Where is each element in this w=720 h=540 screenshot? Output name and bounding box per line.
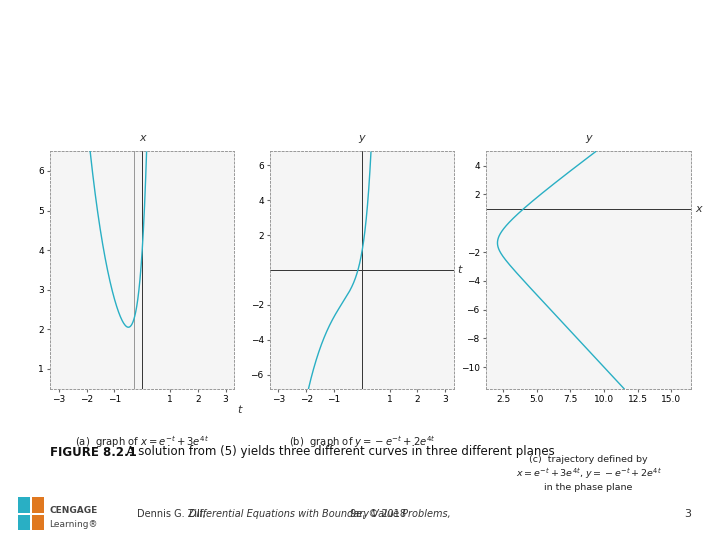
Text: Learning®: Learning® bbox=[50, 520, 98, 529]
Text: Dennis G. Zill,: Dennis G. Zill, bbox=[137, 509, 209, 519]
Text: 3: 3 bbox=[684, 509, 691, 519]
Text: x: x bbox=[139, 133, 145, 143]
Text: (a)  graph of $x = e^{-t} + 3e^{4t}$: (a) graph of $x = e^{-t} + 3e^{4t}$ bbox=[75, 434, 210, 450]
Text: y: y bbox=[359, 133, 365, 143]
Text: 9e, © 2018: 9e, © 2018 bbox=[347, 509, 406, 519]
Text: CENGAGE: CENGAGE bbox=[50, 507, 98, 515]
Text: A solution from (5) yields three different curves in three different planes: A solution from (5) yields three differe… bbox=[119, 446, 554, 458]
Text: t: t bbox=[238, 406, 242, 415]
Text: (c)  trajectory defined by
$x = e^{-t} + 3e^{4t}$, $y = -e^{-t} + 2e^{4t}$
in th: (c) trajectory defined by $x = e^{-t} + … bbox=[516, 455, 662, 491]
Text: x: x bbox=[696, 204, 702, 214]
Text: y: y bbox=[585, 133, 592, 143]
Text: (b)  graph of $y = -e^{-t} + 2e^{4t}$: (b) graph of $y = -e^{-t} + 2e^{4t}$ bbox=[289, 434, 435, 450]
Text: t: t bbox=[457, 265, 462, 275]
Text: FIGURE 8.2.1: FIGURE 8.2.1 bbox=[50, 446, 137, 458]
Text: Differential Equations with Boundary Value Problems,: Differential Equations with Boundary Val… bbox=[189, 509, 451, 519]
